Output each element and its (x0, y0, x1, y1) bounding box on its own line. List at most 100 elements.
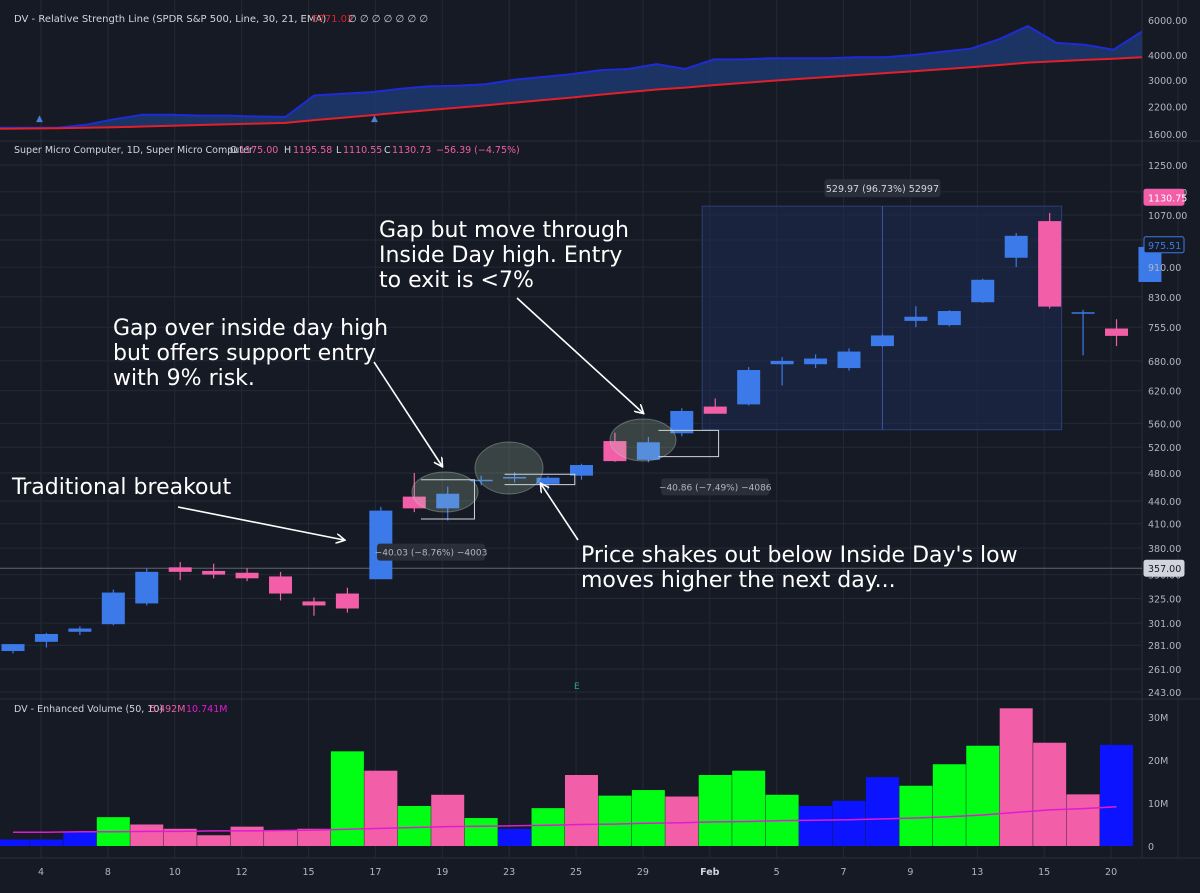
candle-body (1138, 246, 1162, 282)
x-axis-tick: Feb (700, 867, 720, 878)
range-bracket (420, 479, 475, 520)
volume-bar (330, 751, 364, 846)
price-axis-tick: 680.00 (1148, 357, 1181, 368)
price-axis-tick: 620.00 (1148, 387, 1181, 398)
ohlc-low: 1110.55 (343, 145, 382, 156)
range-label-bg (661, 478, 770, 496)
rs-ema-line (0, 56, 1143, 130)
volume-bar (564, 775, 598, 846)
price-axis-tick: 440.00 (1148, 497, 1181, 508)
volume-bar (966, 745, 1000, 846)
x-axis-tick: 10 (169, 867, 181, 878)
price-badge-bg (1143, 236, 1185, 254)
highlight-ellipse (411, 471, 479, 513)
ohlc-open: 1175.00 (239, 145, 278, 156)
rs-axis-tick: 1600.00 (1148, 130, 1187, 141)
price-axis-tick: 301.00 (1148, 619, 1181, 630)
x-axis-tick: 12 (236, 867, 248, 878)
candle-body (503, 477, 527, 479)
highlight-ellipses (411, 418, 677, 513)
candle-body (335, 593, 359, 609)
x-axis-tick: 15 (1038, 867, 1050, 878)
volume-bar (531, 808, 565, 846)
price-axis-tick: 1070.00 (1148, 211, 1187, 222)
x-axis-tick: 13 (971, 867, 983, 878)
x-axis-tick: 17 (369, 867, 381, 878)
price-axis-tick: 910.00 (1148, 263, 1181, 274)
volume-panel (0, 708, 1134, 846)
x-axis-tick: 9 (907, 867, 913, 878)
volume-bar (29, 839, 63, 846)
candle-body (235, 572, 259, 579)
volume-bar (264, 830, 298, 846)
relative-strength-panel (0, 24, 1143, 130)
candle-body (436, 493, 460, 509)
x-axis-tick: 19 (436, 867, 448, 878)
candle-body (737, 370, 761, 405)
volume-bar (932, 764, 966, 846)
candle-body (1, 644, 25, 652)
measure-box: 529.97 (96.73%) 52997 (701, 179, 1063, 431)
candle-body (34, 633, 58, 642)
candle-body (770, 360, 794, 365)
candle-body (636, 442, 660, 460)
rs-axis-tick: 3000.00 (1148, 76, 1187, 87)
candle-body (101, 592, 125, 625)
volume-bar (799, 805, 833, 846)
price-axis-tick: 830.00 (1148, 293, 1181, 304)
price-axis-tick: 325.00 (1148, 594, 1181, 605)
price-axis-tick: 410.00 (1148, 520, 1181, 531)
earnings-marker[interactable]: E (574, 682, 580, 692)
rs-axis-tick: 4000.00 (1148, 51, 1187, 62)
annotations: Traditional breakout Gap over inside day… (11, 218, 1018, 593)
price-badge: 1130.75 (1148, 193, 1187, 204)
measure-label-bg (824, 179, 941, 198)
range-label-bg (377, 543, 485, 561)
annotation-arrow (516, 297, 643, 413)
annotation-gap-move-through: Gap but move through Inside Day high. En… (379, 218, 636, 293)
candle-body (168, 567, 192, 572)
range-label: −40.86 (−7.49%) −4086 (659, 483, 772, 493)
rs-value-2: 5771.02 (312, 14, 353, 25)
volume-bar (197, 835, 231, 846)
highlight-ellipse (474, 441, 544, 495)
candle-body (1004, 235, 1028, 258)
candle-body (269, 576, 293, 594)
volume-bar (0, 839, 30, 846)
candle-body (904, 316, 928, 321)
ohlc-low-label: L (336, 145, 342, 156)
candle-body (1105, 328, 1129, 336)
ohlc-close: 1130.73 (392, 145, 431, 156)
candle-body (135, 571, 159, 604)
x-axis-tick: 5 (774, 867, 780, 878)
x-axis-tick: 29 (637, 867, 649, 878)
rs-flags: ∅ ∅ ∅ ∅ ∅ ∅ ∅ (348, 14, 428, 25)
price-badge: 975.51 (1148, 241, 1181, 252)
volume-bar (832, 800, 866, 846)
volume-bar (865, 777, 899, 846)
volume-bar (1066, 794, 1100, 846)
highlight-ellipse (609, 418, 677, 462)
rs-axis-tick: 6000.00 (1148, 16, 1187, 27)
candle-body (469, 479, 493, 482)
volume-bar (163, 828, 197, 846)
price-axis-tick: 281.00 (1148, 641, 1181, 652)
volume-moving-average (13, 806, 1117, 833)
annotation-gap-over-inside-day: Gap over inside day high but offers supp… (113, 316, 395, 391)
annotation-arrow (177, 506, 344, 540)
candle-body (870, 335, 894, 347)
volume-bar (230, 826, 264, 846)
price-axis-tick: 1250.00 (1148, 161, 1187, 172)
price-panel-title: Super Micro Computer, 1D, Super Micro Co… (14, 145, 253, 156)
x-axis-tick: 15 (302, 867, 314, 878)
volume-bar (498, 828, 532, 846)
volume-bar (899, 785, 933, 846)
ohlc-high-label: H (284, 145, 291, 156)
volume-bar (698, 775, 732, 846)
volume-bar (130, 824, 164, 846)
volume-bar (631, 790, 665, 846)
volume-bar (1033, 742, 1067, 846)
volume-bar (999, 708, 1033, 846)
